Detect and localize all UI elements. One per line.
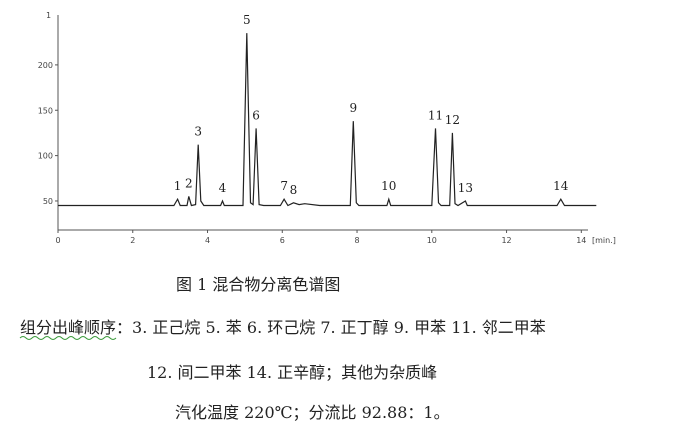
y-tick-label: 150	[38, 106, 53, 115]
x-tick-label: 12	[501, 236, 511, 245]
x-tick-label: 2	[130, 236, 135, 245]
peak-label: 6	[252, 108, 260, 122]
x-tick-label: 4	[205, 236, 210, 245]
peak-label: 3	[194, 125, 202, 139]
conditions: 汽化温度 220℃；分流比 92.88：1。	[175, 403, 450, 422]
peak-label: 13	[458, 181, 473, 195]
order-label: 组分出峰顺序	[20, 318, 116, 337]
x-tick-label: 14	[576, 236, 586, 245]
y-tick-label: 50	[43, 197, 53, 206]
x-tick-label: 10	[427, 236, 437, 245]
peak-label: 4	[219, 181, 227, 195]
x-tick-label: 6	[280, 236, 285, 245]
peak-label: 12	[445, 113, 460, 127]
x-tick-label: 0	[55, 236, 60, 245]
peak-label: 5	[243, 13, 251, 27]
spell-underline	[19, 336, 117, 340]
x-axis-label: [min.]	[592, 236, 616, 245]
y-tick-label: 200	[38, 61, 53, 70]
y-axis-label: 1	[46, 11, 51, 20]
y-tick-label: 100	[38, 152, 53, 161]
chromatogram-line	[58, 33, 597, 207]
peak-label: 9	[349, 101, 357, 115]
x-tick-label: 8	[354, 236, 359, 245]
order-line: 12. 间二甲苯 14. 正辛醇；其他为杂质峰	[147, 363, 437, 382]
peak-label: 7	[280, 179, 288, 193]
peak-label: 10	[381, 179, 396, 193]
peak-label: 11	[428, 108, 443, 122]
peak-label: 14	[553, 179, 569, 193]
caption-title: 图 1 混合物分离色谱图	[176, 275, 340, 294]
peak-label: 1	[174, 179, 182, 193]
peak-label: 2	[185, 176, 193, 190]
order-line: ：3. 正己烷 5. 苯 6. 环己烷 7. 正丁醇 9. 甲苯 11. 邻二甲…	[116, 318, 546, 337]
peak-label: 8	[290, 183, 298, 197]
